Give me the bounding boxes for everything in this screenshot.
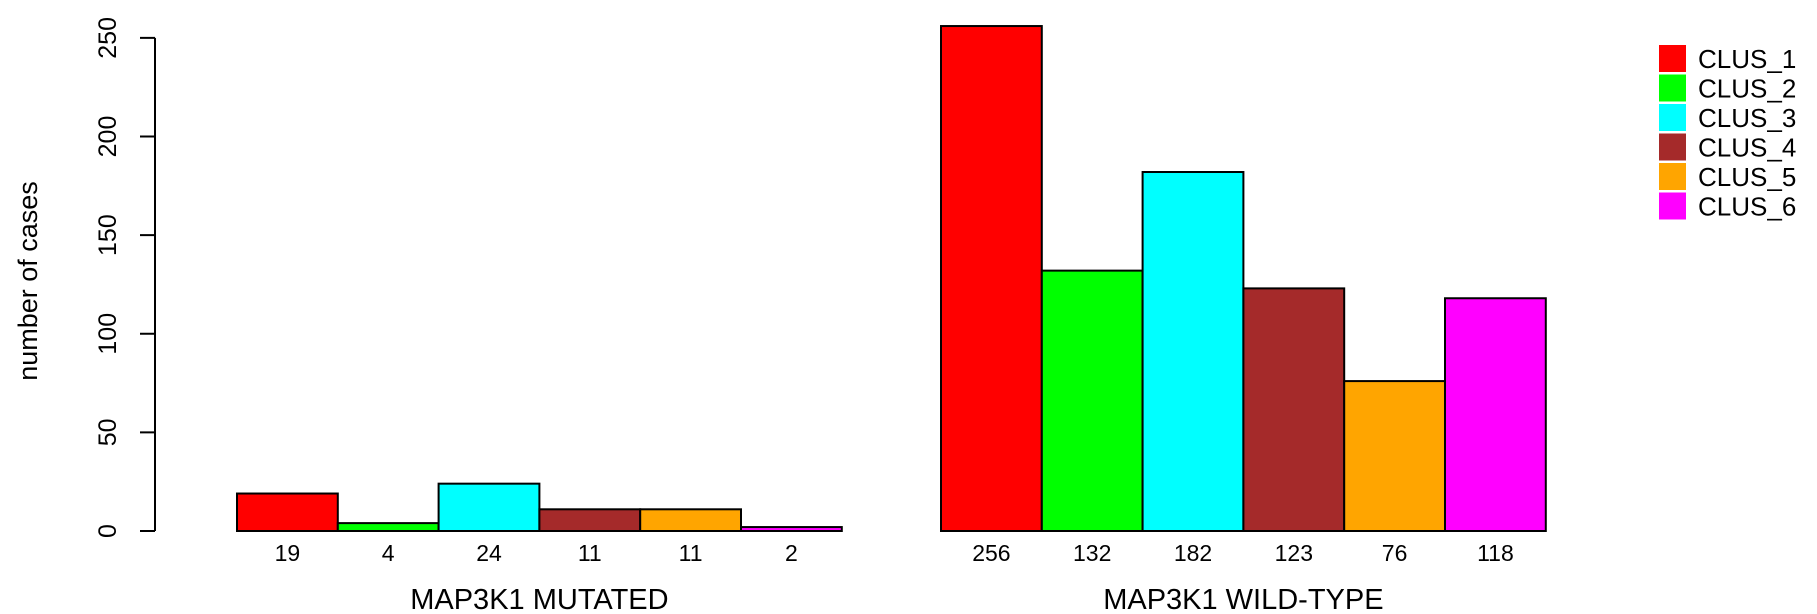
- y-tick-label: 100: [94, 313, 122, 355]
- legend-swatch: [1659, 133, 1686, 161]
- y-tick-label: 150: [94, 214, 122, 256]
- y-tick-label: 50: [94, 418, 122, 446]
- legend-swatch: [1659, 192, 1686, 220]
- y-tick-label: 250: [94, 17, 122, 59]
- y-axis: 0 50 100 150 200 250: [94, 17, 156, 538]
- bar-clus-6: [1444, 297, 1547, 532]
- group-label: MAP3K1 WILD-TYPE: [1103, 584, 1383, 614]
- bar-clus-2: [336, 522, 440, 532]
- legend-label: CLUS_4: [1698, 133, 1796, 163]
- bar-clus-4: [1242, 287, 1346, 532]
- bar-clus-2: [1040, 269, 1144, 532]
- bar-value-label: 123: [1275, 540, 1313, 566]
- legend-label: CLUS_5: [1698, 162, 1796, 192]
- legend-swatch: [1659, 45, 1686, 72]
- y-tick-label: 200: [94, 116, 122, 158]
- bar-value-label: 76: [1382, 540, 1408, 566]
- legend-label: CLUS_2: [1698, 74, 1796, 104]
- legend-swatch: [1659, 163, 1686, 190]
- bar-clus-4: [538, 508, 642, 532]
- bar-value-label: 24: [476, 540, 502, 566]
- bar-clus-5: [639, 508, 743, 532]
- bar-value-label: 19: [275, 540, 301, 566]
- bar-value-label: 11: [679, 540, 703, 566]
- bars: [236, 25, 1547, 533]
- legend-swatch: [1659, 104, 1686, 131]
- bar-clus-1: [940, 25, 1043, 532]
- group-label: MAP3K1 MUTATED: [410, 584, 668, 614]
- bar-value-label: 132: [1073, 540, 1111, 566]
- bar-value-label: 182: [1174, 540, 1212, 566]
- y-tick-label: 0: [94, 524, 122, 538]
- legend-label: CLUS_6: [1698, 192, 1796, 222]
- bar-clus-3: [437, 482, 541, 533]
- group-labels: MAP3K1 MUTATED MAP3K1 WILD-TYPE: [410, 584, 1383, 614]
- bar-clus-5: [1343, 380, 1446, 532]
- bar-clus-3: [1141, 171, 1245, 532]
- bar-value-label: 4: [382, 540, 395, 566]
- bar-clus-1: [236, 492, 339, 532]
- legend-swatch: [1659, 74, 1686, 102]
- bar-value-label: 11: [578, 540, 602, 566]
- legend-label: CLUS_3: [1698, 103, 1796, 133]
- y-axis-label: number of cases: [13, 181, 43, 381]
- legend-label: CLUS_1: [1698, 44, 1796, 74]
- value-labels: 19 4 24 11 11 2 256 132 182 123 76 118: [275, 540, 1514, 566]
- bar-value-label: 2: [785, 540, 798, 566]
- bar-value-label: 256: [972, 540, 1010, 566]
- bar-clus-6: [740, 526, 843, 532]
- bar-value-label: 118: [1477, 540, 1514, 566]
